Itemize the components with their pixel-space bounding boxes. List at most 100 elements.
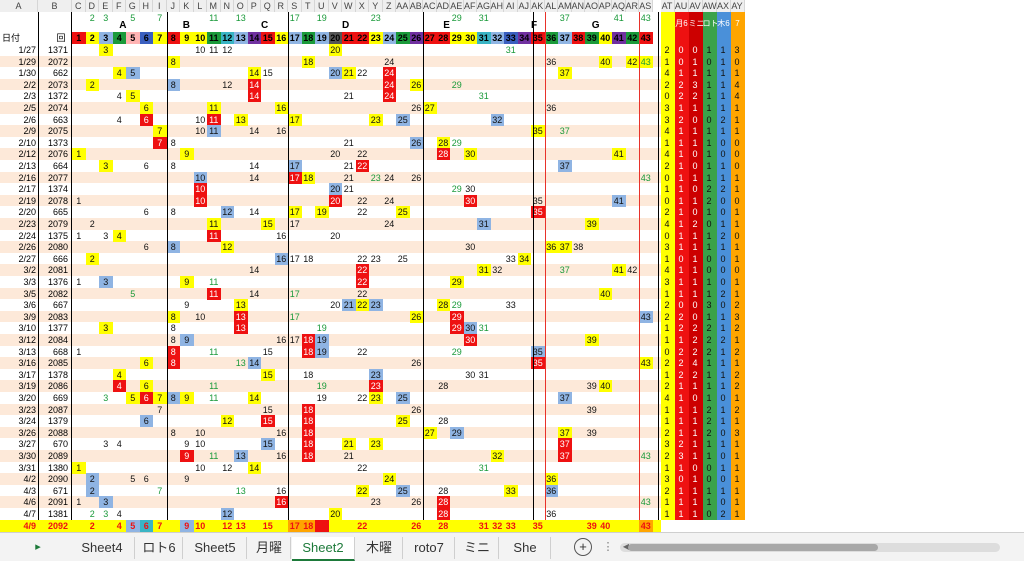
summary-cell[interactable]: 1 [703,148,716,160]
column-header[interactable]: AT [661,0,675,12]
summary-cell[interactable]: 1 [675,172,688,184]
date-cell[interactable]: 3/20 [0,392,36,404]
number-cell[interactable]: 22 [356,264,370,276]
date-cell[interactable]: 2/16 [0,172,36,184]
summary-cell[interactable]: 2 [661,380,674,392]
number-cell[interactable]: 22 [356,299,370,311]
column-header[interactable]: Q [261,0,275,12]
summary-cell[interactable]: 2 [731,322,744,334]
number-cell[interactable]: 2 [86,508,100,520]
number-cell[interactable]: 14 [248,264,262,276]
summary-cell[interactable]: 1 [661,183,674,195]
number-cell[interactable]: 1 [72,276,86,288]
number-cell[interactable]: 14 [248,462,262,474]
summary-cell[interactable]: 1 [675,276,688,288]
number-cell[interactable]: 4 [113,114,127,126]
summary-cell[interactable]: 0 [731,160,744,172]
summary-cell[interactable]: 1 [731,357,744,369]
number-cell[interactable]: 8 [167,206,181,218]
summary-cell[interactable]: 1 [661,334,674,346]
number-cell[interactable]: 10 [194,462,208,474]
number-cell[interactable]: 37 [558,67,572,79]
summary-cell[interactable]: 2 [689,369,702,381]
number-cell[interactable]: 15 [261,218,275,230]
summary-cell[interactable]: 1 [689,241,702,253]
kai-cell[interactable]: 1373 [38,137,68,149]
number-cell[interactable]: 5 [126,288,140,300]
column-header[interactable]: Z [383,0,397,12]
number-cell[interactable]: 8 [167,79,181,91]
current-draw-cell[interactable]: 4 [113,520,127,532]
summary-cell[interactable]: 1 [731,415,744,427]
kai-cell[interactable]: 1371 [38,44,68,56]
kai-cell[interactable]: 2085 [38,357,68,369]
kai-cell[interactable]: 1377 [38,322,68,334]
number-cell[interactable]: 17 [288,334,302,346]
summary-cell[interactable]: 1 [703,79,716,91]
number-cell[interactable]: 17 [288,160,302,172]
number-cell[interactable]: 39 [585,218,599,230]
number-cell[interactable]: 23 [369,253,383,265]
summary-cell[interactable]: 1 [717,79,730,91]
number-cell[interactable]: 9 [180,438,194,450]
kai-cell[interactable]: 2083 [38,311,68,323]
summary-cell[interactable]: 1 [717,241,730,253]
number-cell[interactable]: 29 [450,427,464,439]
number-cell[interactable]: 17 [288,218,302,230]
summary-cell[interactable]: 0 [717,206,730,218]
summary-cell[interactable]: 1 [717,415,730,427]
kai-cell[interactable]: 669 [38,392,68,404]
number-cell[interactable]: 25 [396,392,410,404]
summary-cell[interactable]: 2 [661,206,674,218]
date-cell[interactable]: 3/10 [0,322,36,334]
summary-cell[interactable]: 0 [689,148,702,160]
summary-cell[interactable]: 0 [661,90,674,102]
summary-cell[interactable]: 1 [689,288,702,300]
summary-cell[interactable]: 1 [675,496,688,508]
kai-cell[interactable]: 2080 [38,241,68,253]
summary-cell[interactable]: 1 [703,44,716,56]
column-header[interactable]: AY [731,0,745,12]
date-cell[interactable]: 4/2 [0,473,36,485]
number-cell[interactable]: 5 [126,90,140,102]
summary-cell[interactable]: 1 [731,450,744,462]
date-cell[interactable]: 4/9 [0,520,36,532]
date-cell[interactable]: 3/19 [0,380,36,392]
number-cell[interactable]: 29 [450,276,464,288]
summary-cell[interactable]: 1 [689,508,702,520]
number-cell[interactable]: 8 [167,241,181,253]
summary-cell[interactable]: 1 [675,462,688,474]
number-cell[interactable]: 8 [167,322,181,334]
summary-cell[interactable]: 1 [689,253,702,265]
summary-cell[interactable]: 0 [717,195,730,207]
number-cell[interactable]: 31 [477,264,491,276]
summary-cell[interactable]: 1 [703,380,716,392]
column-header[interactable]: AO [585,0,599,12]
number-cell[interactable]: 23 [369,380,383,392]
number-cell[interactable]: 15 [261,404,275,416]
current-draw-cell[interactable]: 17 [288,520,302,532]
current-draw-cell[interactable]: 18 [302,520,316,532]
column-header[interactable]: J [167,0,181,12]
number-cell[interactable]: 22 [356,206,370,218]
summary-cell[interactable]: 1 [703,450,716,462]
number-cell[interactable]: 20 [329,148,343,160]
summary-cell[interactable]: 0 [717,450,730,462]
date-cell[interactable]: 2/6 [0,114,36,126]
number-cell[interactable]: 23 [369,114,383,126]
summary-cell[interactable]: 0 [731,264,744,276]
current-draw-cell[interactable]: 13 [234,520,248,532]
number-cell[interactable]: 10 [194,125,208,137]
summary-cell[interactable]: 1 [717,380,730,392]
column-header[interactable]: AF [464,0,478,12]
kai-cell[interactable]: 2079 [38,218,68,230]
summary-cell[interactable]: 2 [675,438,688,450]
number-cell[interactable]: 6 [140,206,154,218]
summary-cell[interactable]: 1 [703,438,716,450]
number-cell[interactable]: 25 [396,415,410,427]
summary-cell[interactable]: 1 [675,508,688,520]
date-cell[interactable]: 2/3 [0,90,36,102]
number-cell[interactable]: 16 [275,496,289,508]
summary-cell[interactable]: 0 [703,462,716,474]
number-cell[interactable]: 25 [396,485,410,497]
